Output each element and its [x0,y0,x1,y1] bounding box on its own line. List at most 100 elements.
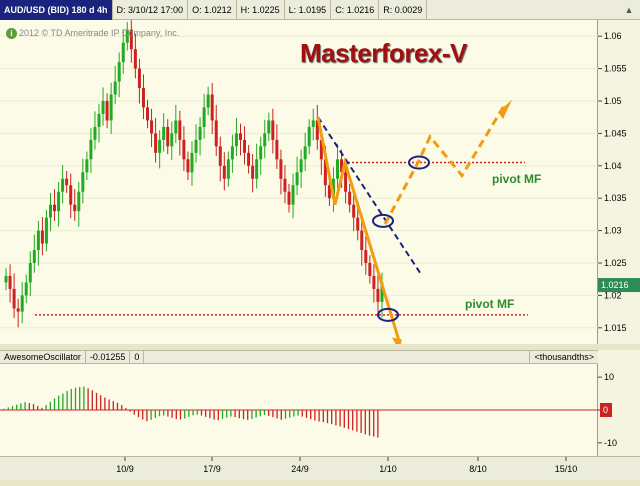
candle-body [275,139,279,160]
candle-body [77,191,81,212]
price-tick-label: 1.015 [604,323,627,333]
candle-body [214,120,218,147]
low-readout: L: 1.0195 [285,0,332,20]
candle-body [44,217,48,244]
oscillator-zero: 0 [130,350,145,364]
candle-body [24,282,28,296]
copyright-text: 2012 © TD Ameritrade IP Company, Inc. [19,28,180,38]
candle-body [243,139,247,153]
price-tick-label: 1.05 [604,96,622,106]
candle-body [190,152,194,173]
candle-body [226,159,230,179]
candle-body [336,159,340,179]
candle-body [251,165,255,179]
candle-body [319,139,323,160]
price-chart[interactable] [0,18,598,349]
settings-icon[interactable]: ▲ [624,4,634,15]
brand-title: Masterforex-V [300,38,467,68]
oscillator-axis: 100-100 [598,350,640,456]
oscillator-header: AwesomeOscillator -0.01255 0 <thousandth… [0,350,598,364]
price-axis-svg: 1.06 1.055 1.05 1.045 1.04 1.035 1.03 1.025 1.02… [598,31,640,333]
pivot-marker-ellipse [377,307,399,322]
price-tick-label: 1.045 [604,128,627,138]
candle-body [85,159,89,173]
date-axis-svg: 10/9 17/9 24/9 1/10 8/10 15/10 [116,457,577,474]
candle-body [162,126,166,140]
candle-body [158,139,162,153]
candle-body [376,288,380,302]
candle-body [129,29,133,50]
candle-body [303,146,307,160]
candle-body [137,68,141,89]
candle-body [36,230,40,251]
candle-body [109,94,113,121]
candle-body [230,146,234,160]
price-tick-label: 1.06 [604,31,622,41]
price-plot-svg [0,18,598,349]
orange-arrowhead-down [392,337,402,349]
candle-body [247,152,251,166]
candle-body [364,250,368,263]
oscillator-panel[interactable] [0,364,598,456]
osc-tick-label: 10 [604,372,614,382]
candle-body [16,308,20,312]
trend-line [317,116,421,274]
symbol-label[interactable]: AUD/USD (BID) 180 d 4h [0,0,113,20]
candle-body [255,159,259,179]
osc-current-label: 0 [603,405,608,415]
candle-body [348,191,352,205]
candle-body [125,29,129,43]
candle-body [178,120,182,140]
candle-body [186,159,190,173]
candle-body [380,282,384,302]
date-readout: D: 3/10/12 17:00 [113,0,189,20]
current-price-tag [598,278,640,293]
candle-body [368,263,372,276]
candle-body [93,126,97,140]
pivot-marker-ellipse [372,213,394,228]
candle-body [259,146,263,160]
candle-body [222,165,226,179]
osc-tick-label: -10 [604,438,617,448]
candle-body [194,139,198,153]
oscillator-name[interactable]: AwesomeOscillator [0,350,86,364]
current-price-label: 1.0216 [601,280,629,290]
price-tick-label: 1.035 [604,193,627,203]
candle-body [73,204,77,212]
candle-body [69,185,73,205]
candle-body [182,139,186,160]
candle-body [121,42,125,63]
oscillator-units: <thousandths> [529,350,598,364]
candle-body [174,120,178,134]
date-tick-label: 17/9 [203,464,221,474]
candle-body [81,172,85,192]
orange-wave-projection [383,103,507,225]
candle-body [40,230,44,244]
candle-body [166,126,170,147]
candle-body [206,94,210,108]
candle-body [352,204,356,218]
candle-body [210,94,214,121]
candle-body [218,146,222,166]
candle-body [170,133,174,147]
pivot-label-lower: pivot MF [465,297,515,311]
candle-body [360,230,364,251]
candle-body [154,133,158,153]
candle-body [198,126,202,140]
info-icon: i [6,28,17,39]
candle-body [299,159,303,173]
oscillator-axis-svg: 100-100 [598,372,617,448]
oscillator-value: -0.01255 [86,350,131,364]
candle-body [331,178,335,199]
candle-body [323,159,327,186]
price-tick-label: 1.02 [604,290,622,300]
quote-bar: AUD/USD (BID) 180 d 4h D: 3/10/12 17:00 … [0,0,640,20]
close-readout: C: 1.0216 [331,0,380,20]
candle-body [271,120,275,140]
candle-body [372,275,376,289]
price-axis: 1.06 1.055 1.05 1.045 1.04 1.035 1.03 1.025 1.02… [598,20,640,344]
candle-body [315,120,319,140]
orange-arrowhead-up [498,99,512,120]
candle-body [327,185,331,199]
